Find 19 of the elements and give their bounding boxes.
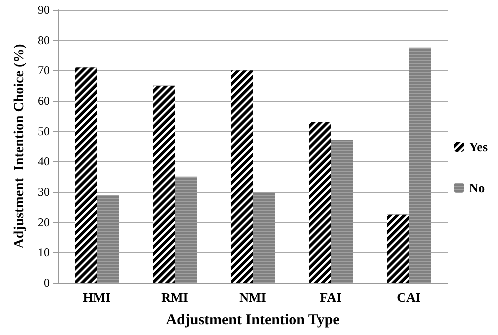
legend-label: Yes <box>469 140 488 154</box>
x-tick-label: CAI <box>397 290 421 305</box>
x-tick-label: HMI <box>83 290 111 305</box>
y-tick-label: 0 <box>44 276 50 290</box>
y-tick-label: 80 <box>38 33 50 48</box>
legend-label: No <box>469 180 486 196</box>
y-tick-label: 70 <box>38 64 50 78</box>
y-tick-label: 90 <box>38 3 50 17</box>
y-tick-label: 10 <box>38 246 50 260</box>
y-tick-label: 40 <box>38 154 50 169</box>
y-tick-label: 30 <box>38 185 50 199</box>
y-tick-label: 20 <box>38 215 50 230</box>
x-tick-label: RMI <box>162 290 188 305</box>
y-tick-label: 60 <box>38 94 50 108</box>
y-axis-title: Adjustment Intention Choice (%) <box>12 44 28 249</box>
x-tick-label: NMI <box>240 290 266 305</box>
x-axis-title: Adjustment Intention Type <box>166 312 340 328</box>
x-tick-label: FAI <box>320 290 342 305</box>
y-tick-label: 50 <box>38 124 50 138</box>
